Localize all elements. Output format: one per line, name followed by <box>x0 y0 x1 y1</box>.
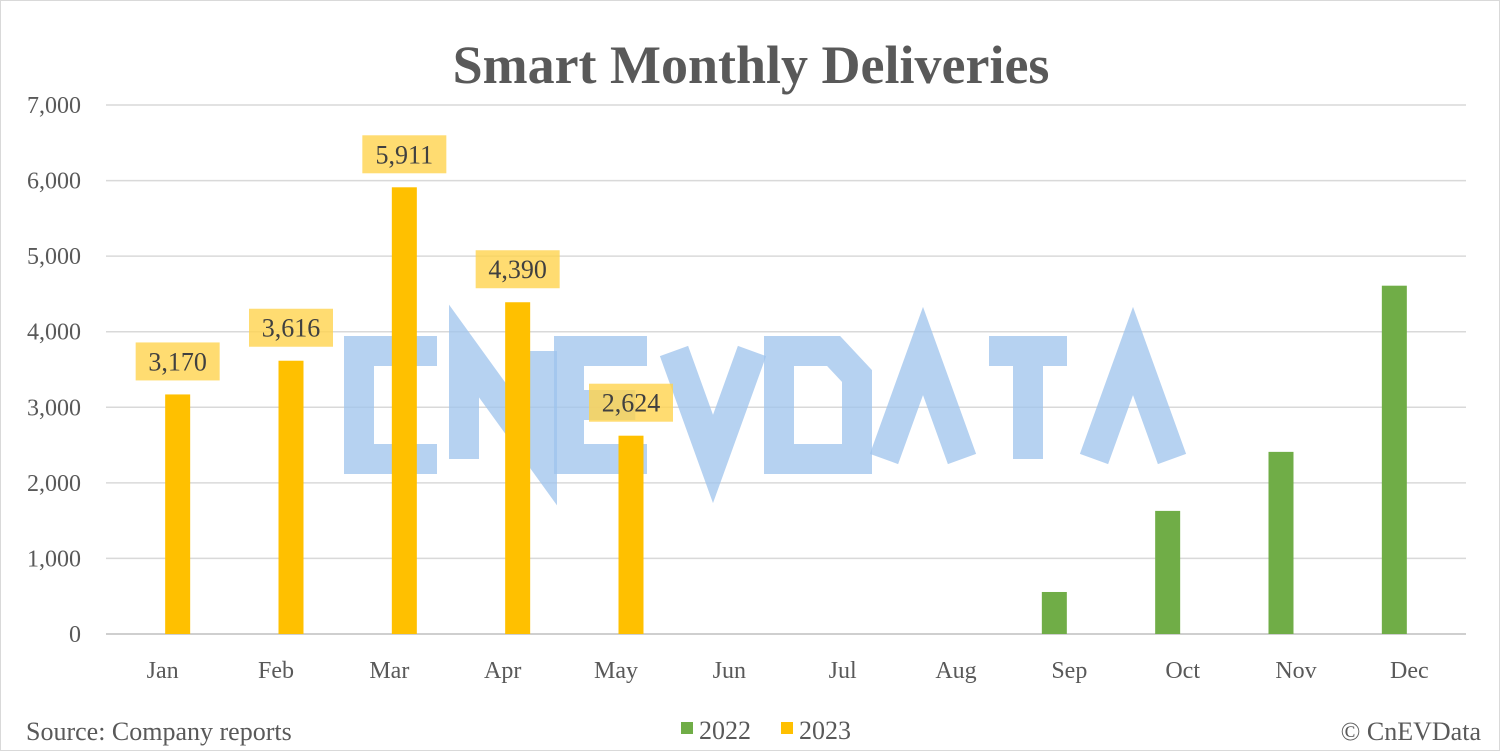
data-label-box <box>135 342 220 381</box>
x-tick-label: May <box>594 658 638 684</box>
legend-label-2022: 2022 <box>699 716 751 745</box>
y-tick-label: 7,000 <box>27 93 81 119</box>
data-label: 5,911 <box>376 140 434 169</box>
data-label-box <box>589 383 673 422</box>
bar-2022-Sep <box>1041 591 1067 634</box>
copyright-note: © CnEVData <box>1341 717 1482 746</box>
bar-2023-Jan <box>165 394 191 634</box>
x-tick-label: Nov <box>1275 658 1316 684</box>
x-tick-label: Jul <box>829 658 857 684</box>
x-tick-label: Aug <box>935 658 976 684</box>
bar-2023-Mar <box>391 187 417 634</box>
watermark-letter <box>1079 306 1187 465</box>
x-tick-label: Dec <box>1390 658 1429 684</box>
x-tick-label: Jan <box>147 658 179 684</box>
bar-2023-Feb <box>278 360 304 634</box>
y-tick-label: 6,000 <box>27 169 81 195</box>
legend-swatch-2023 <box>781 722 793 734</box>
source-note: Source: Company reports <box>26 717 292 746</box>
legend-label-2023: 2023 <box>799 716 851 745</box>
watermark-logo <box>344 304 1187 506</box>
bar-2022-Nov <box>1268 451 1294 634</box>
data-label-box <box>475 250 560 289</box>
watermark-letter <box>659 345 767 504</box>
x-tick-label: Feb <box>258 658 294 684</box>
x-tick-label: Mar <box>369 658 409 684</box>
legend-swatch-2022 <box>681 722 693 734</box>
data-label-box <box>362 135 447 174</box>
data-label: 4,390 <box>488 255 547 284</box>
bar-2022-Dec <box>1381 285 1407 634</box>
bar-2023-Apr <box>505 302 531 634</box>
bar-2022-Oct <box>1155 510 1181 634</box>
data-label: 2,624 <box>602 389 661 418</box>
watermark-letter <box>869 306 977 465</box>
x-tick-label: Oct <box>1165 658 1200 684</box>
bar-2023-May <box>618 435 644 634</box>
watermark-letter <box>764 336 872 474</box>
watermark-letter <box>449 304 557 506</box>
data-label: 3,616 <box>262 314 321 343</box>
y-tick-label: 0 <box>69 622 81 648</box>
x-tick-label: Jun <box>713 658 746 684</box>
y-tick-label: 3,000 <box>27 395 81 421</box>
y-tick-label: 5,000 <box>27 244 81 270</box>
y-tick-label: 1,000 <box>27 546 81 572</box>
x-tick-label: Sep <box>1051 658 1087 684</box>
y-tick-label: 4,000 <box>27 320 81 346</box>
data-label-box <box>249 308 333 347</box>
chart-title: Smart Monthly Deliveries <box>453 35 1050 95</box>
watermark-letter <box>989 336 1067 459</box>
x-tick-label: Apr <box>484 658 521 684</box>
y-tick-label: 2,000 <box>27 471 81 497</box>
data-label: 3,170 <box>148 347 207 376</box>
